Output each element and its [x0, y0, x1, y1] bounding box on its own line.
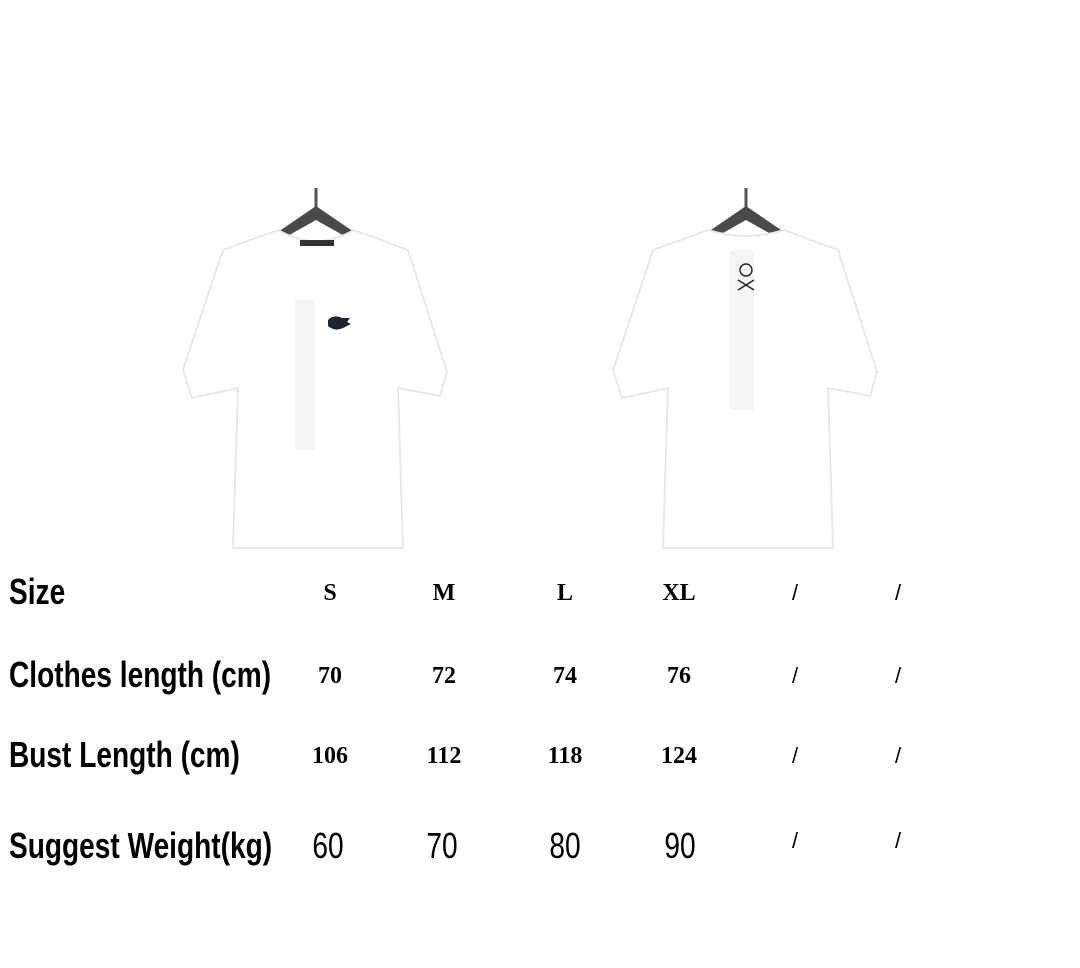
- bust-length-cell: /: [791, 743, 799, 768]
- weight-cell: 70: [426, 825, 458, 866]
- shirt-front-image: [181, 188, 449, 549]
- weight-cell: /: [791, 828, 799, 853]
- clothes-length-cell: 72: [432, 663, 456, 689]
- skull-crossbones-icon: [737, 263, 755, 291]
- bust-length-cell: 118: [547, 743, 583, 769]
- weight-cell: /: [894, 828, 902, 853]
- row-label-size: Size: [9, 571, 66, 612]
- weight-cell: 90: [664, 825, 696, 866]
- size-cell: S: [323, 580, 337, 606]
- bust-length-cell: /: [894, 743, 902, 768]
- shirt-back-image: [611, 188, 879, 549]
- clothes-length-cell: /: [894, 663, 902, 688]
- row-label-suggest-weight: Suggest Weight(kg): [9, 825, 273, 866]
- row-label-clothes-length: Clothes length (cm): [9, 654, 272, 695]
- size-cell: L: [556, 580, 573, 606]
- size-cell: /: [791, 580, 799, 605]
- size-cell: /: [894, 580, 902, 605]
- clothes-length-cell: 76: [667, 663, 691, 689]
- clothes-length-cell: /: [791, 663, 799, 688]
- weight-cell: 80: [549, 825, 581, 866]
- size-cell: M: [432, 580, 456, 606]
- weight-cell: 60: [312, 825, 344, 866]
- size-cell: XL: [662, 580, 696, 606]
- clothes-length-cell: 70: [318, 663, 342, 689]
- clothes-length-cell: 74: [553, 663, 577, 689]
- bust-length-cell: 106: [312, 743, 348, 769]
- bust-length-cell: 124: [661, 743, 697, 769]
- row-label-bust-length: Bust Length (cm): [9, 734, 240, 775]
- crocodile-logo-icon: [328, 316, 351, 330]
- bust-length-cell: 112: [426, 743, 462, 769]
